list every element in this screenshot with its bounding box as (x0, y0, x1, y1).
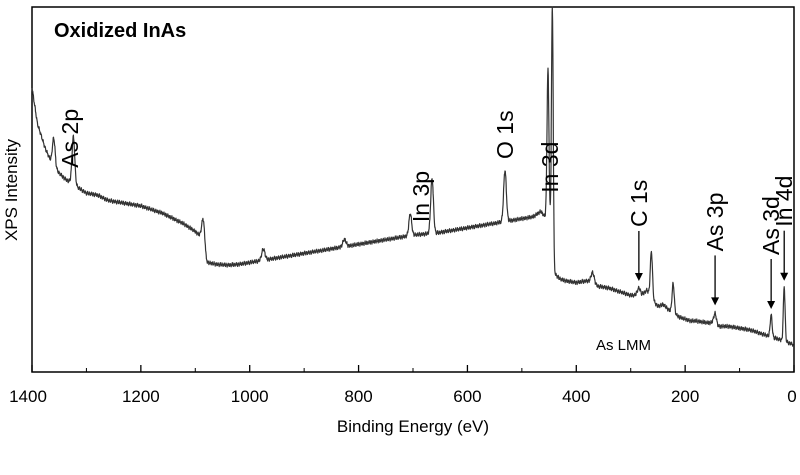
peak-label: C 1s (626, 180, 652, 227)
x-axis-tick-labels: 1400 1200 1000 800 600 400 200 0 (9, 387, 797, 406)
y-axis-title: XPS Intensity (2, 138, 21, 241)
x-tick-label: 1200 (122, 387, 160, 406)
x-tick-label: 400 (562, 387, 590, 406)
peak-arrow-head (767, 301, 776, 310)
peak-label: In 4d (771, 176, 797, 227)
x-tick-label: 600 (453, 387, 481, 406)
x-tick-label: 1400 (9, 387, 47, 406)
peak-label: As 3p (702, 193, 728, 252)
x-tick-label: 0 (787, 387, 796, 406)
peak-arrow-head (780, 272, 789, 281)
peak-arrow-head (711, 297, 720, 306)
peak-label: In 3d (537, 142, 563, 193)
x-axis-title: Binding Energy (eV) (337, 417, 489, 436)
peak-label: In 3p (408, 171, 434, 222)
peak-label: As 3d (758, 196, 784, 255)
x-tick-label: 800 (344, 387, 372, 406)
x-tick-label: 200 (671, 387, 699, 406)
peak-label: As 2p (57, 109, 83, 168)
as-lmm-label: As LMM (596, 337, 651, 354)
x-tick-label: 1000 (231, 387, 269, 406)
chart-title: Oxidized InAs (54, 20, 186, 42)
x-axis-ticks (31, 365, 795, 372)
peak-label: O 1s (492, 110, 518, 159)
spectrum-line (31, 6, 794, 347)
peak-arrow-head (634, 272, 643, 281)
